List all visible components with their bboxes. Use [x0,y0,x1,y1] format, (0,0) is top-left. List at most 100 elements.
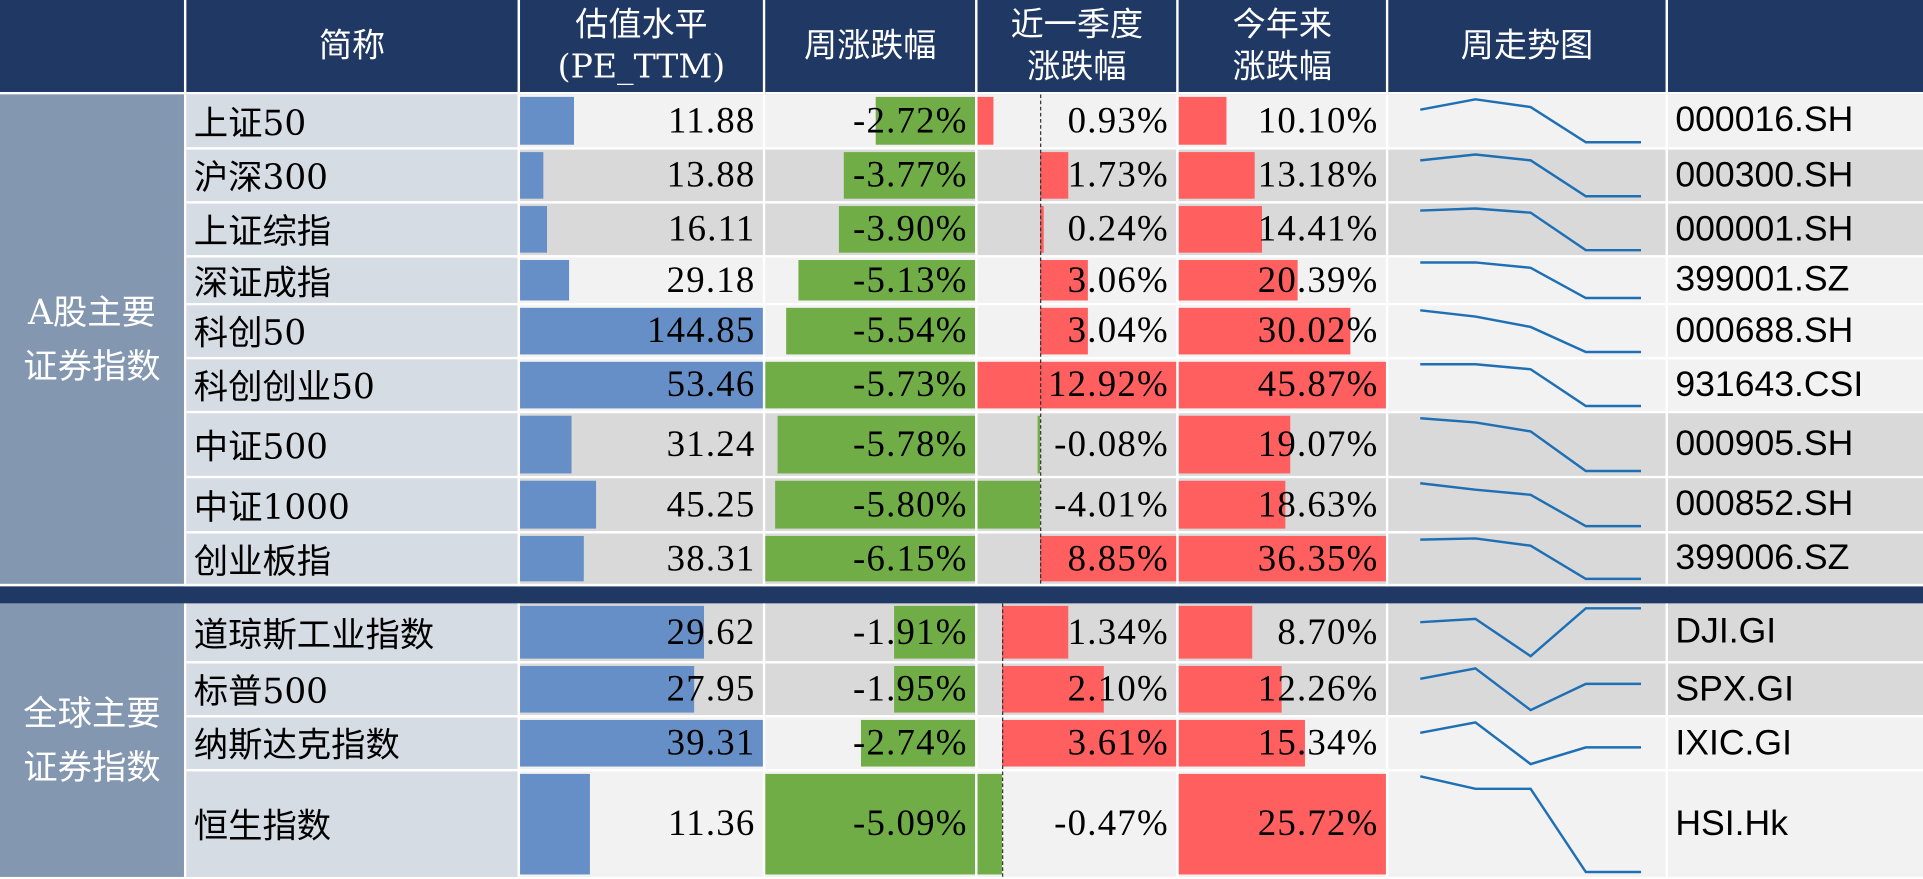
index-code: 000016.SH [1675,100,1854,140]
sparkline [1420,153,1642,198]
week-change-cell: -5.13% [765,257,978,306]
week-change-cell: -5.54% [765,305,978,360]
index-name-cell: 纳斯达克指数 [186,717,521,772]
index-code: IXIC.GI [1675,723,1792,763]
index-code-cell: SPX.GI [1667,663,1923,718]
week-change-value: -1.95% [853,668,968,709]
pe-value: 29.18 [666,259,756,300]
quarter-change-bar [1039,307,1089,355]
ytd-change-value: 12.26% [1257,668,1379,709]
index-name: 纳斯达克指数 [193,724,400,766]
ytd-change-value: 36.35% [1257,537,1379,579]
sparkline [1420,537,1642,581]
pe-cell: 13.88 [520,149,766,204]
index-name-cell: 标普500 [186,663,521,718]
weekly-trend-cell [1388,305,1668,360]
quarter-change-value: 1.73% [1067,154,1169,196]
ytd-change-bar [1178,361,1386,409]
index-name: 上证综指 [193,210,332,252]
ytd-change-bar [1178,773,1386,875]
quarter-change-cell: -0.08% [977,413,1179,479]
quarter-change-cell: 1.34% [977,603,1179,664]
week-change-bar [839,206,976,253]
ytd-change-cell: 45.87% [1178,359,1389,414]
quarter-change-cell: 3.04% [977,305,1179,360]
index-name: 上证50 [193,102,307,143]
quarter-change-bar [977,361,1177,409]
quarter-change-bar [977,773,1002,875]
sparkline [1420,207,1642,252]
pe-value: 16.11 [667,208,756,249]
pe-data-bar [520,535,584,582]
quarter-change-cell: 0.24% [977,203,1179,258]
quarter-axis-line [1039,478,1042,532]
index-name-cell: 上证综指 [186,203,521,258]
header-code [1667,0,1923,95]
pe-value: 11.88 [667,99,756,141]
ytd-change-cell: 19.07% [1178,413,1389,479]
pe-value: 13.88 [666,154,756,196]
week-change-value: -5.80% [853,483,968,525]
pe-data-bar [520,773,590,875]
index-name: 标普500 [193,670,329,712]
week-change-bar [798,260,976,301]
quarter-change-value: 8.85% [1067,537,1169,579]
index-code-cell: 931643.CSI [1667,359,1923,414]
sparkline [1419,775,1642,874]
week-change-cell: -5.09% [765,771,978,879]
quarter-change-cell: 8.85% [977,533,1179,587]
sparkline [1420,363,1642,408]
weekly-trend-cell [1388,603,1668,664]
week-change-bar [843,152,976,199]
quarter-axis-line [1039,94,1042,148]
week-change-cell: -6.15% [765,533,978,587]
week-change-value: -2.72% [853,99,968,141]
ytd-change-cell: 13.18% [1178,149,1389,204]
ytd-change-value: 25.72% [1257,803,1379,844]
quarter-change-value: 3.06% [1067,259,1169,300]
weekly-trend-cell [1388,413,1668,479]
index-name-cell: 沪深300 [186,149,521,204]
index-name-cell: 深证成指 [186,257,521,306]
group-label-line1: 全球主要 [23,693,161,734]
index-code: SPX.GI [1675,669,1794,709]
sparkline [1420,261,1642,300]
quarter-axis-line [1039,257,1042,303]
pe-value: 27.95 [666,668,756,709]
index-name-cell: 科创50 [186,305,521,360]
quarter-change-value: 0.24% [1067,208,1169,249]
week-change-value: -5.09% [853,803,968,844]
week-change-cell: -2.74% [765,717,978,772]
week-change-value: -3.90% [853,208,968,249]
index-code: 000688.SH [1675,310,1854,351]
week-change-cell: -2.72% [765,94,978,150]
quarter-change-cell: 3.61% [977,717,1179,772]
week-change-value: -2.74% [853,722,968,763]
quarter-change-bar [1039,535,1177,582]
pe-value: 39.31 [666,722,756,763]
index-code-cell: 399001.SZ [1667,257,1923,306]
header-week: 周涨跌幅 [765,0,978,95]
quarter-change-value: 2.10% [1067,668,1169,709]
index-name: 中证500 [193,426,329,467]
weekly-trend-cell [1388,717,1668,772]
week-change-bar [765,773,976,875]
index-code: 000300.SH [1675,155,1854,195]
quarter-axis-line [1001,717,1003,769]
header-ytd-line2: 涨跌幅 [1232,47,1332,86]
ytd-change-bar [1178,719,1305,767]
sparkline-path [1420,153,1642,198]
sparkline [1420,607,1642,658]
sparkline-path [1420,309,1642,354]
weekly-trend-cell [1388,478,1668,534]
week-change-cell: -5.80% [765,478,978,534]
index-code: 000852.SH [1675,484,1854,524]
pe-value: 11.36 [667,803,756,844]
pe-cell: 16.11 [520,203,766,258]
quarter-change-cell: 2.10% [977,663,1179,718]
quarter-change-cell: 0.93% [977,94,1179,150]
index-name-cell: 道琼斯工业指数 [186,603,521,664]
header-pe-line1: 估值水平 [575,5,708,44]
quarter-change-value: -4.01% [1054,483,1169,525]
